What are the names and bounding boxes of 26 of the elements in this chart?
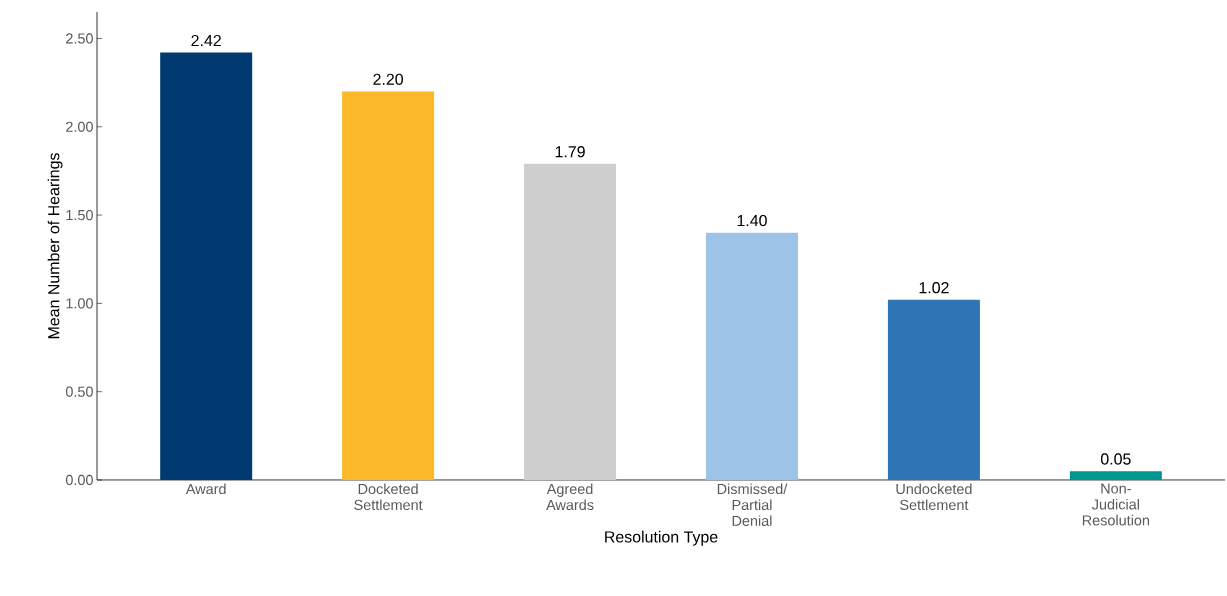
x-tick-label: Non-Judicial Resolution — [1082, 483, 1150, 526]
y-tick-label: 2.50 — [66, 33, 93, 44]
y-tick-label: 1.00 — [66, 298, 93, 309]
x-tick-label: Agreed Awards — [546, 483, 594, 511]
bar — [1069, 471, 1162, 480]
x-tick-label: Dismissed/ Partial Denial — [717, 483, 788, 526]
y-axis-title: Mean Number of Hearings — [47, 153, 63, 339]
data-label: 1.79 — [555, 146, 585, 158]
data-label: 0.05 — [1100, 453, 1131, 465]
y-tick-label: 0.00 — [65, 474, 93, 486]
y-tick-label: 1.50 — [66, 209, 93, 221]
bar — [524, 163, 617, 480]
data-label: 1.02 — [919, 282, 949, 294]
bar — [887, 299, 980, 480]
bar — [705, 232, 798, 480]
x-axis-title: Resolution Type — [605, 530, 718, 546]
x-tick-label: Award — [185, 483, 226, 495]
data-label: 2.20 — [373, 73, 403, 85]
y-tick-label: 0.50 — [65, 386, 93, 397]
x-tick-label: Undocketed Settlement — [896, 483, 972, 511]
data-label: 2.42 — [191, 34, 221, 47]
bar — [342, 91, 435, 480]
y-tick-label: 2.00 — [66, 121, 93, 132]
x-tick-label: Docketed Settlement — [354, 483, 423, 511]
data-label: 1.40 — [737, 214, 767, 227]
bar — [160, 52, 253, 480]
